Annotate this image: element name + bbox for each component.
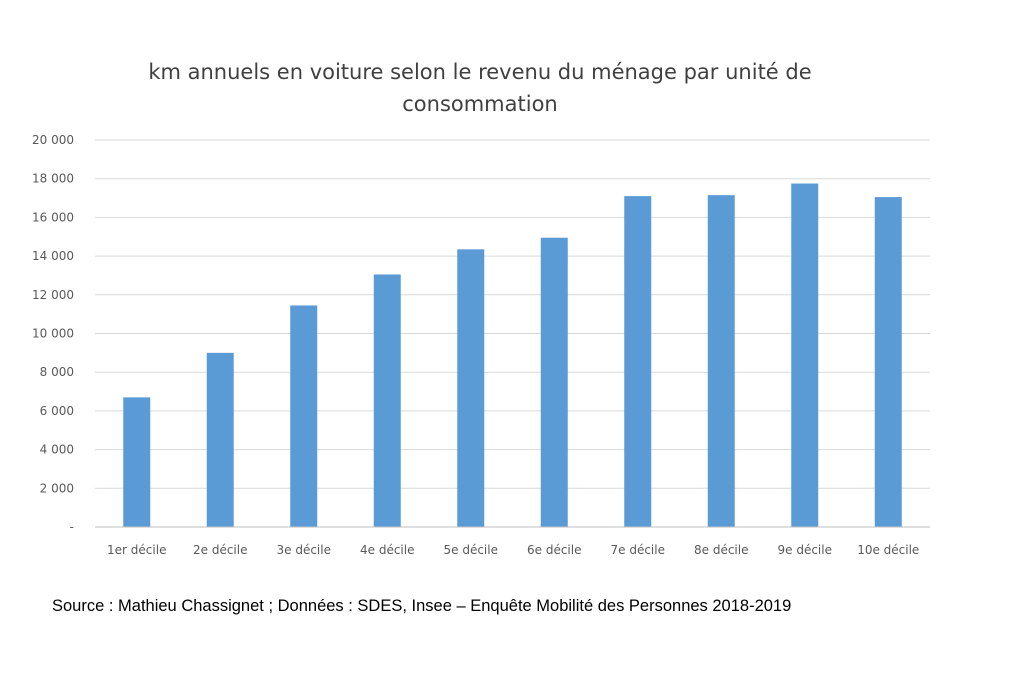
source-note: Source : Mathieu Chassignet ; Données : …: [52, 597, 792, 615]
bar: [206, 352, 234, 527]
bar: [707, 195, 735, 527]
y-tick-label: 2 000: [40, 481, 74, 495]
bar: [290, 305, 318, 527]
y-tick-label: 4 000: [40, 443, 74, 457]
x-tick-label: 1er décile: [107, 543, 166, 557]
y-tick-label: 6 000: [40, 404, 74, 418]
x-tick-label: 5e décile: [444, 543, 498, 557]
y-axis-tick-labels: - 2 000 4 000 6 000 8 000 10 000 12 000 14 000 1…: [32, 133, 74, 534]
x-tick-label: 9e décile: [778, 543, 832, 557]
y-tick-label: 10 000: [32, 327, 74, 341]
y-tick-label: 16 000: [32, 210, 74, 224]
y-tick-label: 20 000: [32, 133, 74, 147]
bar: [457, 249, 485, 527]
bar: [791, 183, 819, 527]
y-tick-label: 18 000: [32, 172, 74, 186]
bars: [123, 183, 902, 528]
bar: [874, 197, 902, 527]
x-tick-label: 2e décile: [193, 543, 247, 557]
x-tick-label: 6e décile: [527, 543, 581, 557]
y-tick-label: 8 000: [40, 365, 74, 379]
x-axis-tick-labels: 1er décile 2e décile 3e décile 4e décile 5e …: [107, 543, 919, 557]
x-tick-label: 10e décile: [857, 543, 919, 557]
bar: [540, 237, 568, 527]
y-tick-label: 12 000: [32, 288, 74, 302]
bar: [373, 274, 401, 527]
x-tick-label: 4e décile: [360, 543, 414, 557]
bar: [123, 397, 151, 527]
x-tick-label: 3e décile: [277, 543, 331, 557]
y-tick-label: 14 000: [32, 249, 74, 263]
bar: [624, 196, 652, 528]
y-tick-label: -: [70, 520, 74, 534]
chart-title-line-1: km annuels en voiture selon le revenu du…: [148, 60, 812, 84]
gridlines: [95, 139, 930, 489]
x-tick-label: 8e décile: [694, 543, 748, 557]
chart-title: km annuels en voiture selon le revenu du…: [130, 56, 830, 120]
x-tick-label: 7e décile: [611, 543, 665, 557]
chart-title-line-2: consommation: [402, 92, 558, 116]
